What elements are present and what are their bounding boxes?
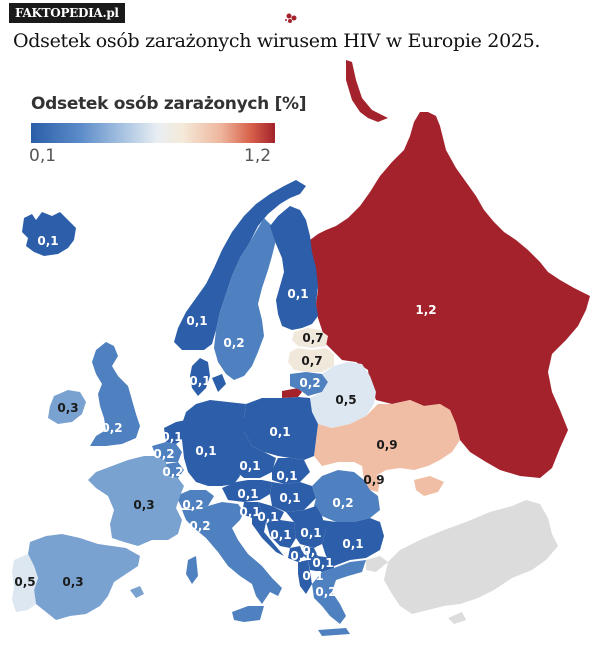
country-value-label: 0,1 [279,491,301,505]
region-greece [312,560,366,636]
country-value-label: 0,1 [287,287,309,301]
region-moldova [362,466,380,492]
region-kaliningrad [282,388,302,398]
legend-max-label: 1,2 [244,146,272,166]
region-luxembourg [166,462,184,478]
country-value-label: 0,9 [376,438,398,452]
region-latvia [288,348,334,372]
country-value-label: 0,1 [237,487,259,501]
legend-min-label: 0,1 [29,146,57,166]
region-romania [312,470,380,522]
region-albania [298,560,312,594]
country-value-label: 0,3 [57,401,79,415]
legend-color-scale [31,123,275,143]
country-value-label: 0,1 [302,569,324,583]
country-value-label: 0,2 [189,519,211,533]
country-value-label: 0,2 [299,376,321,390]
country-value-label: 0,5 [335,393,357,407]
region-sweden [214,218,276,380]
country-value-label: 0,1 [161,430,183,444]
region-italy [182,502,282,622]
country-value-label: 0,3 [133,498,155,512]
country-value-label: 0,1 [300,526,322,540]
region-russia [306,60,590,478]
country-value-label: 0,1 [276,469,298,483]
region-portugal [12,554,38,612]
country-value-label: 0,2 [101,421,123,435]
country-value-label: 0,7 [301,354,323,368]
country-value-label: 0,2 [332,496,354,510]
region-finland [270,206,318,330]
region-bulgaria [322,518,384,566]
country-value-label: 0,1 [186,314,208,328]
region-kosovo [302,546,318,560]
region-turkey-nodata [366,500,558,624]
country-value-label: 0,1 [270,528,292,542]
region-belarus [310,362,376,428]
region-slovakia [272,458,310,484]
region-switzerland [176,490,214,510]
country-value-label: 0,1 [239,459,261,473]
country-value-label: 0,2 [162,465,184,479]
country-value-label: 0,5 [14,575,36,589]
region-austria [222,480,272,502]
country-value-label: 0,3 [62,575,84,589]
region-spain [28,534,144,620]
region-estonia [292,328,328,348]
region-north-macedonia [308,556,334,572]
region-ukraine [314,400,460,496]
region-serbia [286,506,326,548]
country-value-label: 0,2 [223,336,245,350]
country-value-label: 0,1 [189,374,211,388]
country-value-label: 0,1 [195,444,217,458]
region-hungary [270,482,316,512]
region-iceland [22,212,76,256]
region-belgium [152,442,182,462]
region-denmark [190,358,226,396]
region-slovenia [242,502,262,518]
region-poland [244,397,318,460]
legend-title: Odsetek osób zarażonych [%] [31,94,307,114]
country-value-label: 0,2 [182,498,204,512]
region-norway [174,180,306,350]
page-title: Odsetek osób zarażonych wirusem HIV w Eu… [13,30,541,52]
country-value-label: 0,9 [363,473,385,487]
country-value-label: 0,1 [302,544,324,558]
region-bosnia [266,520,296,548]
country-value-label: 0,1 [312,556,334,570]
region-france [88,456,184,546]
region-ireland [48,390,86,424]
country-value-label: 1,2 [415,303,437,317]
region-croatia [252,502,284,556]
region-germany [182,400,252,486]
country-value-label: 0,2 [153,447,175,461]
brand-mark-icon [285,13,297,23]
region-czechia [234,446,276,478]
country-value-label: 0,1 [342,537,364,551]
country-value-label: 0,1 [239,505,261,519]
region-montenegro [288,546,304,562]
country-value-label: 0,7 [302,331,324,345]
region-lithuania [290,372,328,396]
country-value-label: 0,1 [290,549,312,563]
country-value-label: 0,2 [315,585,337,599]
country-value-label: 0,1 [257,510,279,524]
region-uk [90,342,140,446]
region-netherlands [164,420,186,444]
brand-logo-text: FAKTOPEDIA.pl [9,3,125,23]
country-value-label: 0,1 [37,234,59,248]
country-value-label: 0,1 [269,425,291,439]
